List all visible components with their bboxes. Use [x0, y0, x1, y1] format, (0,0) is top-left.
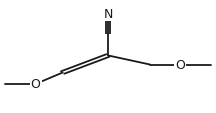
Text: O: O [175, 59, 185, 71]
Text: O: O [31, 78, 41, 91]
Text: N: N [103, 8, 113, 21]
